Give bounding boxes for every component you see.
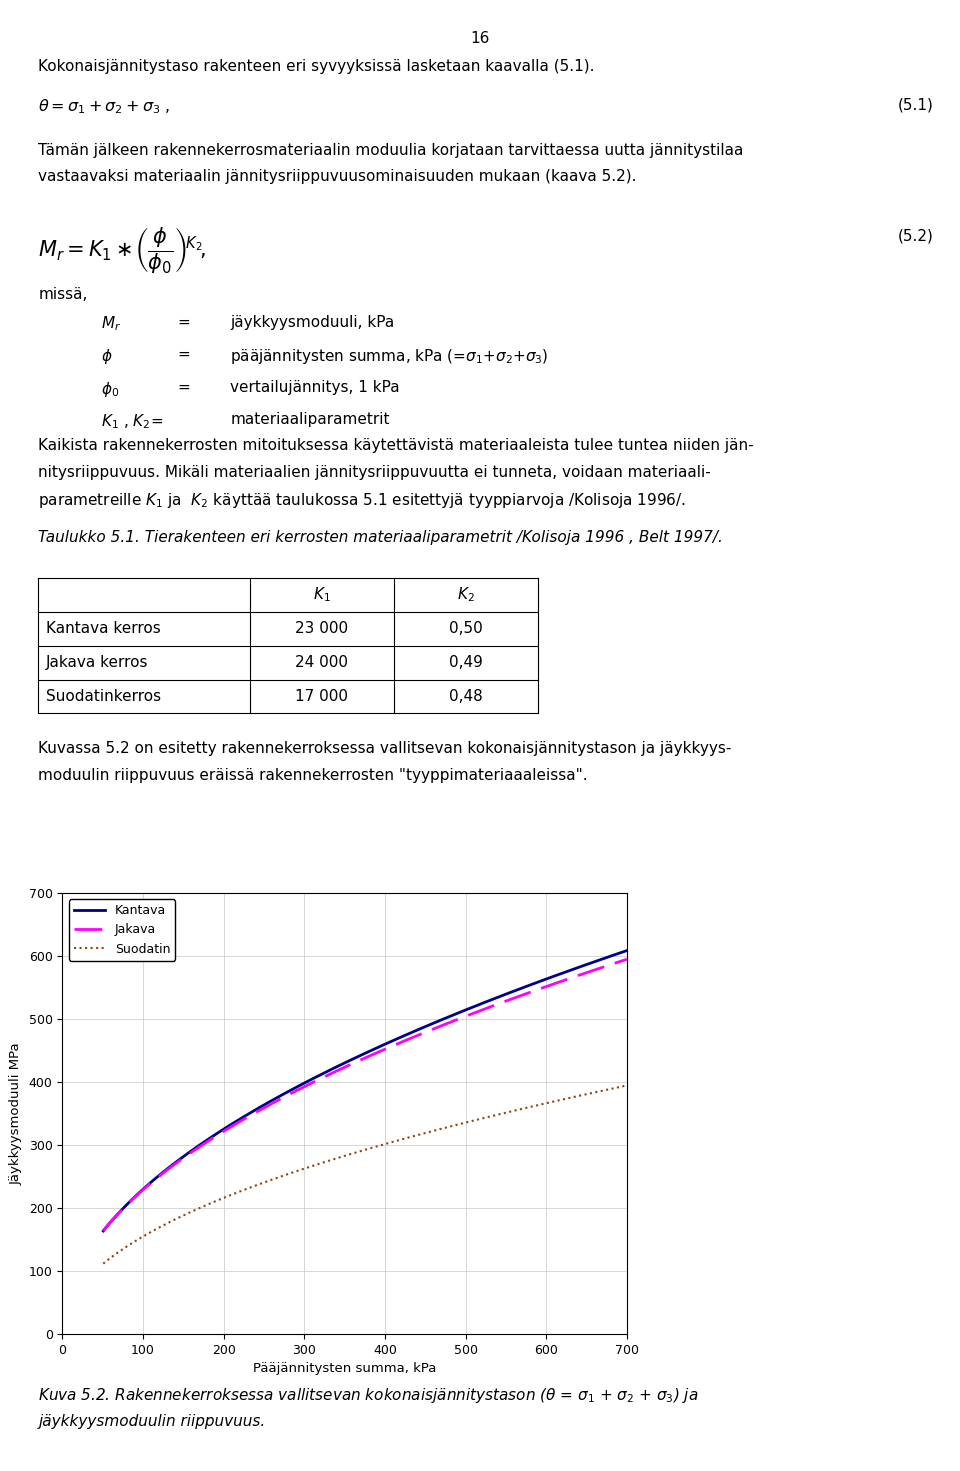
Kantava [267, 1091, 278, 1109]
Text: vertailujännitys, 1 kPa: vertailujännitys, 1 kPa [230, 380, 400, 394]
Text: Jakava kerros: Jakava kerros [46, 655, 149, 671]
Suodatin [98, 1255, 109, 1272]
Kantava [209, 1125, 221, 1143]
Suodatin [621, 1077, 633, 1094]
Kantava [588, 953, 600, 971]
Line: Jakava: Jakava [104, 959, 627, 1231]
Text: parametreille $K_1$ ja  $K_2$ käyttää taulukossa 5.1 esitettyjä tyyppiarvoja /Ko: parametreille $K_1$ ja $K_2$ käyttää tau… [38, 491, 686, 510]
Text: materiaaliparametrit: materiaaliparametrit [230, 412, 390, 427]
Text: $\theta = \sigma_1 + \sigma_2 + \sigma_3$ ,: $\theta = \sigma_1 + \sigma_2 + \sigma_3… [38, 97, 171, 116]
Kantava [404, 1024, 416, 1041]
Line: Suodatin: Suodatin [104, 1086, 627, 1264]
Suodatin [588, 1084, 600, 1102]
Text: $K_1$: $K_1$ [313, 585, 330, 605]
Jakava [404, 1030, 416, 1047]
Legend: Kantava, Jakava, Suodatin: Kantava, Jakava, Suodatin [69, 899, 176, 961]
Text: $M_r$: $M_r$ [101, 315, 121, 334]
Text: moduulin riippuvuus eräissä rakennekerrosten "tyyppimateriaaaleissa".: moduulin riippuvuus eräissä rakennekerro… [38, 768, 588, 783]
Text: $K_1$ , $K_2$=: $K_1$ , $K_2$= [101, 412, 163, 431]
Suodatin [209, 1193, 221, 1211]
Jakava [621, 950, 633, 968]
Text: jäykkyysmoduulin riippuvuus.: jäykkyysmoduulin riippuvuus. [38, 1414, 266, 1428]
Text: Tämän jälkeen rakennekerrosmateriaalin moduulia korjataan tarvittaessa uutta jän: Tämän jälkeen rakennekerrosmateriaalin m… [38, 143, 744, 157]
Text: 23 000: 23 000 [295, 621, 348, 637]
Text: 17 000: 17 000 [295, 688, 348, 705]
Kantava [136, 1181, 148, 1199]
Kantava [552, 966, 564, 984]
Text: 0,50: 0,50 [448, 621, 483, 637]
Jakava [267, 1094, 278, 1112]
Text: 24 000: 24 000 [295, 655, 348, 671]
Text: Kuva 5.2. Rakennekerroksessa vallitsevan kokonaisjännitystason ($\theta$ = $\sig: Kuva 5.2. Rakennekerroksessa vallitsevan… [38, 1386, 699, 1405]
Text: nitysriippuvuus. Mikäli materiaalien jännitysriippuvuutta ei tunneta, voidaan ma: nitysriippuvuus. Mikäli materiaalien jän… [38, 465, 711, 480]
Jakava [136, 1181, 148, 1199]
Text: Kuvassa 5.2 on esitetty rakennekerroksessa vallitsevan kokonaisjännitystason ja : Kuvassa 5.2 on esitetty rakennekerrokses… [38, 741, 732, 756]
Text: missä,: missä, [38, 287, 87, 302]
Text: pääjännitysten summa, kPa (=$\sigma_1$+$\sigma_2$+$\sigma_3$): pääjännitysten summa, kPa (=$\sigma_1$+$… [230, 347, 549, 366]
Text: Kaikista rakennekerrosten mitoituksessa käytettävistä materiaaleista tulee tunte: Kaikista rakennekerrosten mitoituksessa … [38, 438, 754, 453]
Y-axis label: Jäykkyysmoduuli MPa: Jäykkyysmoduuli MPa [11, 1043, 23, 1184]
Jakava [588, 961, 600, 978]
Jakava [98, 1222, 109, 1240]
Text: Taulukko 5.1. Tierakenteen eri kerrosten materiaaliparametrit /Kolisoja 1996 , B: Taulukko 5.1. Tierakenteen eri kerrosten… [38, 530, 723, 544]
Text: vastaavaksi materiaalin jännitysriippuvuusominaisuuden mukaan (kaava 5.2).: vastaavaksi materiaalin jännitysriippuvu… [38, 169, 636, 184]
Line: Kantava: Kantava [104, 950, 627, 1231]
Kantava [621, 941, 633, 959]
Text: Kantava kerros: Kantava kerros [46, 621, 161, 637]
Suodatin [404, 1128, 416, 1146]
Text: $K_2$: $K_2$ [457, 585, 474, 605]
Suodatin [552, 1091, 564, 1109]
Text: =: = [178, 380, 190, 394]
Text: (5.1): (5.1) [898, 97, 933, 112]
Text: Kokonaisjännitystaso rakenteen eri syvyyksissä lasketaan kaavalla (5.1).: Kokonaisjännitystaso rakenteen eri syvyy… [38, 59, 595, 74]
X-axis label: Pääjännitysten summa, kPa: Pääjännitysten summa, kPa [252, 1362, 437, 1375]
Jakava [552, 974, 564, 991]
Text: 0,48: 0,48 [448, 688, 483, 705]
Text: 16: 16 [470, 31, 490, 46]
Text: 0,49: 0,49 [448, 655, 483, 671]
Text: jäykkyysmoduuli, kPa: jäykkyysmoduuli, kPa [230, 315, 395, 330]
Text: $\phi$: $\phi$ [101, 347, 112, 366]
Text: $\phi_0$: $\phi_0$ [101, 380, 119, 399]
Text: =: = [178, 315, 190, 330]
Suodatin [267, 1171, 278, 1189]
Text: $M_r = K_1 \ast \!\left(\dfrac{\phi}{\phi_0}\right)^{\!K_2}\!,$: $M_r = K_1 \ast \!\left(\dfrac{\phi}{\ph… [38, 225, 206, 275]
Text: Suodatinkerros: Suodatinkerros [46, 688, 161, 705]
Kantava [98, 1222, 109, 1240]
Jakava [209, 1128, 221, 1146]
Text: =: = [178, 347, 190, 362]
Suodatin [136, 1228, 148, 1246]
Text: (5.2): (5.2) [898, 228, 933, 243]
